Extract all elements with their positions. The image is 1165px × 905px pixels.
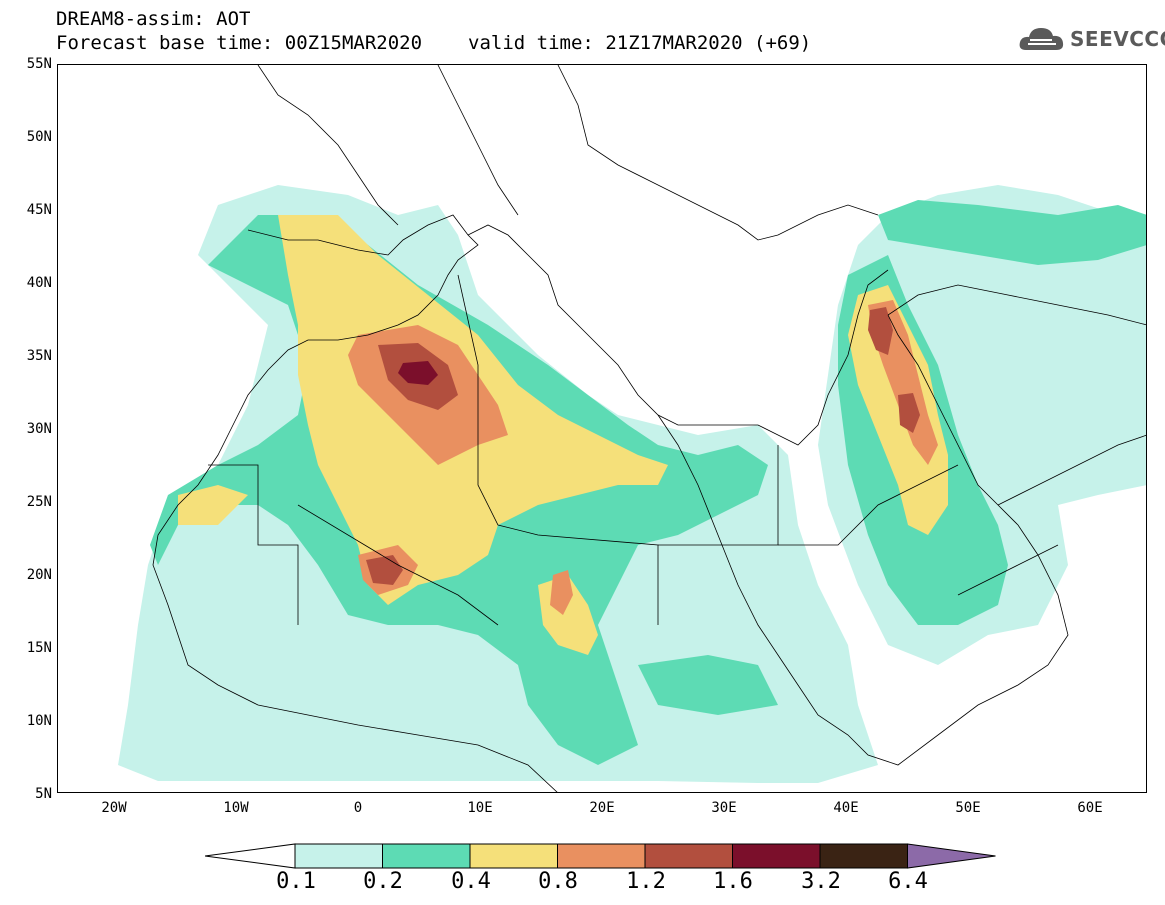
colorbar-label-0-2: 0.2 xyxy=(363,869,403,894)
colorbar-label-3-2: 3.2 xyxy=(801,869,841,894)
lat-label-50n: 50N xyxy=(26,129,52,145)
aot-contours xyxy=(118,185,1146,783)
lat-label-45n: 45N xyxy=(26,202,52,218)
lon-label-30e: 30E xyxy=(711,800,737,816)
colorbar-label-6-4: 6.4 xyxy=(888,869,928,894)
lat-label-20n: 20N xyxy=(26,567,52,583)
colorbar-label-1-6: 1.6 xyxy=(713,869,753,894)
colorbar-label-0-1: 0.1 xyxy=(276,869,316,894)
colorbar-over-arrow xyxy=(907,843,996,869)
colorbar-label-1-2: 1.2 xyxy=(626,869,666,894)
forecast-base-time: Forecast base time: 00Z15MAR2020 xyxy=(56,32,423,54)
lon-label-20w: 20W xyxy=(101,800,127,816)
lon-label-10e: 10E xyxy=(467,800,493,816)
colorbar-box xyxy=(732,843,821,869)
colorbar-box xyxy=(644,843,733,869)
lat-label-10n: 10N xyxy=(26,713,52,729)
valid-time: valid time: 21Z17MAR2020 (+69) xyxy=(468,32,812,54)
lat-label-15n: 15N xyxy=(26,640,52,656)
lon-label-20e: 20E xyxy=(589,800,615,816)
logo-text: SEEVCCC xyxy=(1070,27,1165,51)
lat-label-40n: 40N xyxy=(26,275,52,291)
coastlines-and-borders xyxy=(152,65,1146,792)
lon-label-60e: 60E xyxy=(1077,800,1103,816)
aot-field xyxy=(118,65,1146,792)
colorbar-under-arrow xyxy=(205,843,296,869)
cloud-icon xyxy=(1019,28,1064,50)
lat-label-25n: 25N xyxy=(26,494,52,510)
aot-map xyxy=(57,64,1147,793)
seevccc-logo: SEEVCCC xyxy=(1018,22,1165,56)
colorbar-label-0-4: 0.4 xyxy=(451,869,491,894)
lat-label-35n: 35N xyxy=(26,348,52,364)
colorbar-box xyxy=(294,843,383,869)
colorbar-box xyxy=(469,843,558,869)
colorbar-label-0-8: 0.8 xyxy=(538,869,578,894)
lon-label-50e: 50E xyxy=(955,800,981,816)
colorbar xyxy=(205,843,996,869)
forecast-times: Forecast base time: 00Z15MAR2020 valid ti… xyxy=(56,32,811,54)
lat-label-5n: 5N xyxy=(35,786,52,802)
lon-label-10w: 10W xyxy=(223,800,249,816)
lon-label-40e: 40E xyxy=(833,800,859,816)
lon-label-0: 0 xyxy=(353,800,363,816)
colorbar-boxes xyxy=(294,843,996,869)
map-title: DREAM8-assim: AOT xyxy=(56,8,251,30)
colorbar-box xyxy=(557,843,646,869)
lat-label-30n: 30N xyxy=(26,421,52,437)
colorbar-box xyxy=(819,843,908,869)
colorbar-box xyxy=(382,843,471,869)
lat-label-55n: 55N xyxy=(26,56,52,72)
